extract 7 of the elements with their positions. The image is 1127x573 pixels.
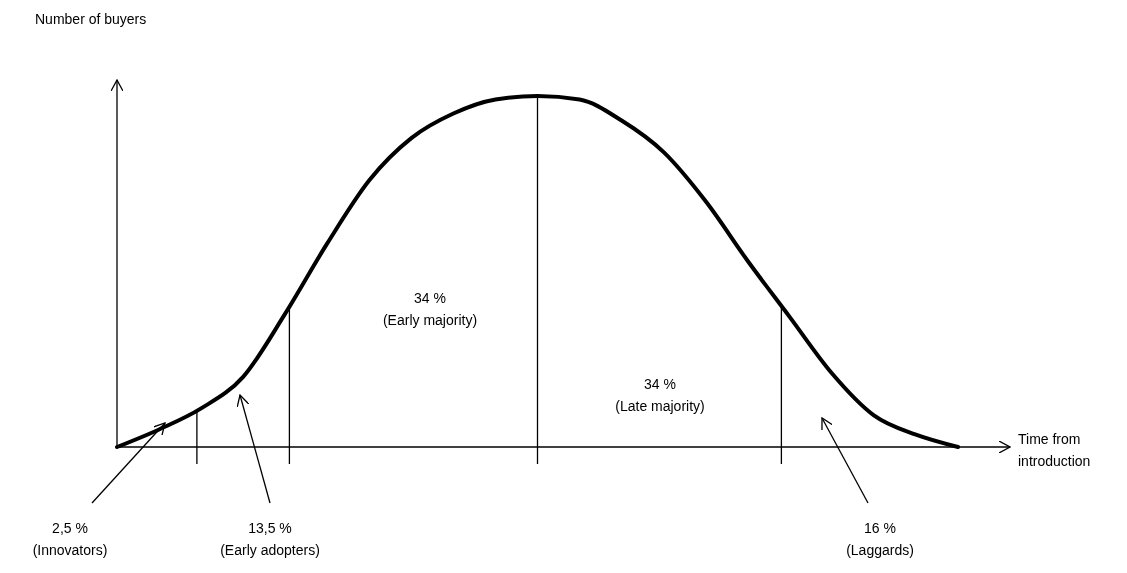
text: 13,5 % (Early adopters) [220, 519, 320, 558]
text: 16 % (Laggards) [846, 519, 914, 558]
x-axis-title: Time from introduction [1018, 430, 1091, 469]
annotation: 34 % (Late majority) [615, 375, 705, 414]
text: 2,5 % (Innovators) [32, 519, 108, 558]
y-axis-title: Number of buyers [35, 10, 147, 27]
annotation: 34 % (Early majority) [382, 289, 478, 328]
